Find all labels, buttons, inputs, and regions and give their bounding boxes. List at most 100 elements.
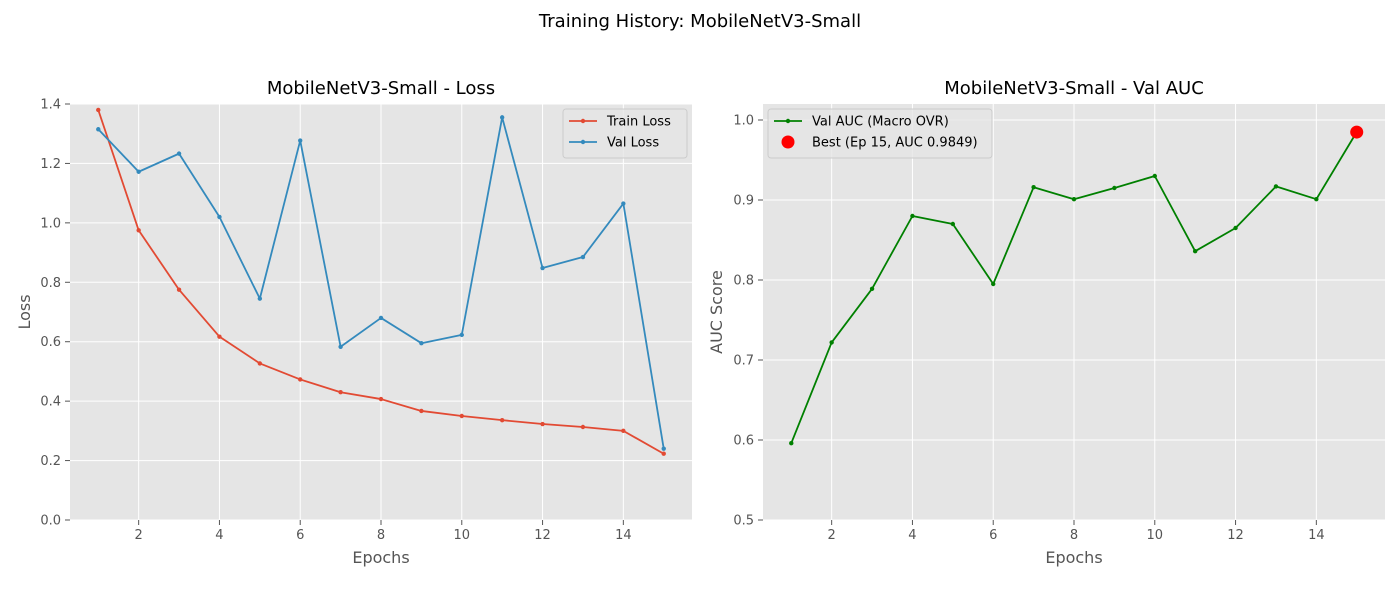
loss-data-point-train-loss	[136, 228, 141, 233]
loss-y-tick-label: 1.2	[40, 157, 61, 172]
auc-grid	[763, 104, 1385, 521]
loss-data-point-val-loss	[136, 169, 141, 174]
auc-y-tick-label: 0.5	[733, 514, 754, 529]
loss-data-point-train-loss	[176, 287, 182, 292]
loss-data-point-val-loss	[96, 127, 101, 132]
loss-x-tick-label: 6	[296, 528, 304, 543]
loss-data-point-train-loss	[661, 451, 666, 456]
auc-x-axis-label: Epochs	[1045, 548, 1102, 567]
loss-x-tick-label: 8	[377, 528, 385, 543]
auc-data-point-val-auc-macro-ovr	[950, 221, 956, 227]
auc-data-point-val-auc-macro-ovr	[1233, 225, 1238, 231]
auc-x-tick-label: 12	[1227, 528, 1244, 543]
loss-x-tick-label: 2	[135, 528, 143, 543]
auc-data-point-val-auc-macro-ovr	[1152, 173, 1157, 179]
loss-data-point-val-loss	[499, 115, 505, 120]
loss-data-point-val-loss	[176, 151, 182, 156]
auc-legend-label: Val AUC (Macro OVR)	[812, 115, 949, 130]
loss-data-point-train-loss	[580, 424, 586, 430]
loss-legend-label: Train Loss	[606, 115, 671, 130]
auc-x-tick-label: 14	[1308, 528, 1325, 543]
auc-legend: Val AUC (Macro OVR) Best (Ep 15, AUC 0.98…	[767, 108, 993, 159]
loss-y-tick-label: 0.6	[40, 335, 61, 350]
loss-y-tick-label: 1.4	[40, 98, 61, 113]
auc-y-axis-label: AUC Score	[707, 270, 726, 354]
loss-chart: 2 4 6 8 10 12 14 0.0 0.2 0.4 0.6 0.8 1.0 1.2 1.4 Train…	[15, 78, 692, 567]
auc-chart-title: MobileNetV3-Small - Val AUC	[944, 78, 1204, 99]
loss-x-tick-label: 4	[215, 528, 223, 543]
loss-series	[96, 107, 666, 456]
loss-data-point-train-loss	[257, 361, 263, 366]
auc-best-point-marker	[1350, 125, 1364, 139]
auc-x-tick-label: 2	[828, 528, 836, 543]
loss-axes: 2 4 6 8 10 12 14 0.0 0.2 0.4 0.6 0.8 1.0 1.2 1.4	[40, 98, 631, 544]
loss-x-tick-label: 14	[615, 528, 632, 543]
auc-x-tick-label: 6	[989, 528, 997, 543]
auc-legend-swatch	[781, 135, 795, 149]
loss-data-point-val-loss	[540, 265, 545, 271]
figure-suptitle: Training History: MobileNetV3-Small	[538, 11, 861, 32]
loss-data-point-train-loss	[459, 413, 464, 419]
loss-data-point-train-loss	[217, 334, 222, 339]
loss-data-point-train-loss	[540, 421, 545, 427]
auc-data-point-val-auc-macro-ovr	[1031, 185, 1036, 190]
loss-data-point-val-loss	[298, 138, 303, 143]
auc-axes: 2 4 6 8 10 12 14 0.5 0.6 0.7 0.8 0.9 1.0	[733, 114, 1324, 544]
auc-data-point-val-auc-macro-ovr	[1112, 185, 1117, 191]
loss-data-point-val-loss	[257, 296, 263, 301]
loss-data-point-val-loss	[459, 332, 464, 338]
loss-legend-swatch-marker	[580, 139, 586, 145]
loss-data-point-train-loss	[378, 396, 384, 402]
loss-legend-swatch-marker	[580, 118, 586, 124]
auc-x-tick-label: 10	[1147, 528, 1164, 543]
loss-data-point-train-loss	[621, 428, 626, 434]
auc-data-point-val-auc-macro-ovr	[991, 281, 996, 287]
loss-data-point-val-loss	[378, 315, 384, 321]
auc-data-point-val-auc-macro-ovr	[1273, 184, 1279, 189]
auc-chart: 2 4 6 8 10 12 14 0.5 0.6 0.7 0.8 0.9 1.0 Val AUC (Ma…	[707, 78, 1385, 567]
loss-data-point-val-loss	[661, 446, 666, 451]
auc-data-point-val-auc-macro-ovr	[869, 286, 875, 291]
loss-legend: Train Loss Val Loss	[562, 108, 688, 159]
loss-y-tick-label: 0.8	[40, 276, 61, 291]
loss-data-point-train-loss	[419, 408, 424, 414]
loss-data-point-val-loss	[338, 344, 343, 349]
auc-legend-swatch-marker	[785, 118, 791, 124]
auc-y-tick-label: 0.6	[733, 434, 754, 449]
auc-y-tick-label: 1.0	[733, 114, 754, 129]
auc-x-tick-label: 8	[1070, 528, 1078, 543]
auc-legend-label: Best (Ep 15, AUC 0.9849)	[812, 136, 978, 151]
loss-data-point-val-loss	[580, 254, 586, 260]
loss-y-tick-label: 0.2	[40, 454, 61, 469]
loss-x-tick-label: 12	[534, 528, 551, 543]
loss-y-axis-label: Loss	[15, 294, 34, 329]
auc-x-tick-label: 4	[908, 528, 916, 543]
auc-data-point-val-auc-macro-ovr	[910, 213, 915, 219]
loss-x-axis-label: Epochs	[352, 548, 409, 567]
loss-legend-label: Val Loss	[607, 136, 659, 151]
loss-y-tick-label: 1.0	[40, 216, 61, 231]
auc-data-point-val-auc-macro-ovr	[1192, 249, 1198, 254]
loss-data-point-train-loss	[96, 107, 101, 113]
auc-data-point-val-auc-macro-ovr	[1071, 197, 1077, 202]
loss-data-point-val-loss	[621, 201, 626, 206]
loss-data-point-train-loss	[338, 390, 343, 395]
loss-chart-title: MobileNetV3-Small - Loss	[267, 78, 495, 99]
auc-y-tick-label: 0.9	[733, 194, 754, 209]
loss-x-tick-label: 10	[454, 528, 471, 543]
loss-data-point-val-loss	[419, 341, 424, 346]
loss-data-point-train-loss	[499, 417, 505, 423]
auc-legend-box	[767, 108, 993, 159]
loss-data-point-train-loss	[298, 377, 303, 382]
loss-y-tick-label: 0.4	[40, 395, 61, 410]
auc-data-point-val-auc-macro-ovr	[789, 441, 794, 446]
auc-data-point-val-auc-macro-ovr	[829, 340, 834, 345]
auc-y-tick-label: 0.8	[733, 274, 754, 289]
loss-y-tick-label: 0.0	[40, 514, 61, 529]
loss-data-point-val-loss	[217, 214, 222, 220]
auc-series	[789, 125, 1364, 446]
auc-data-point-val-auc-macro-ovr	[1314, 197, 1319, 202]
auc-y-tick-label: 0.7	[733, 354, 754, 369]
